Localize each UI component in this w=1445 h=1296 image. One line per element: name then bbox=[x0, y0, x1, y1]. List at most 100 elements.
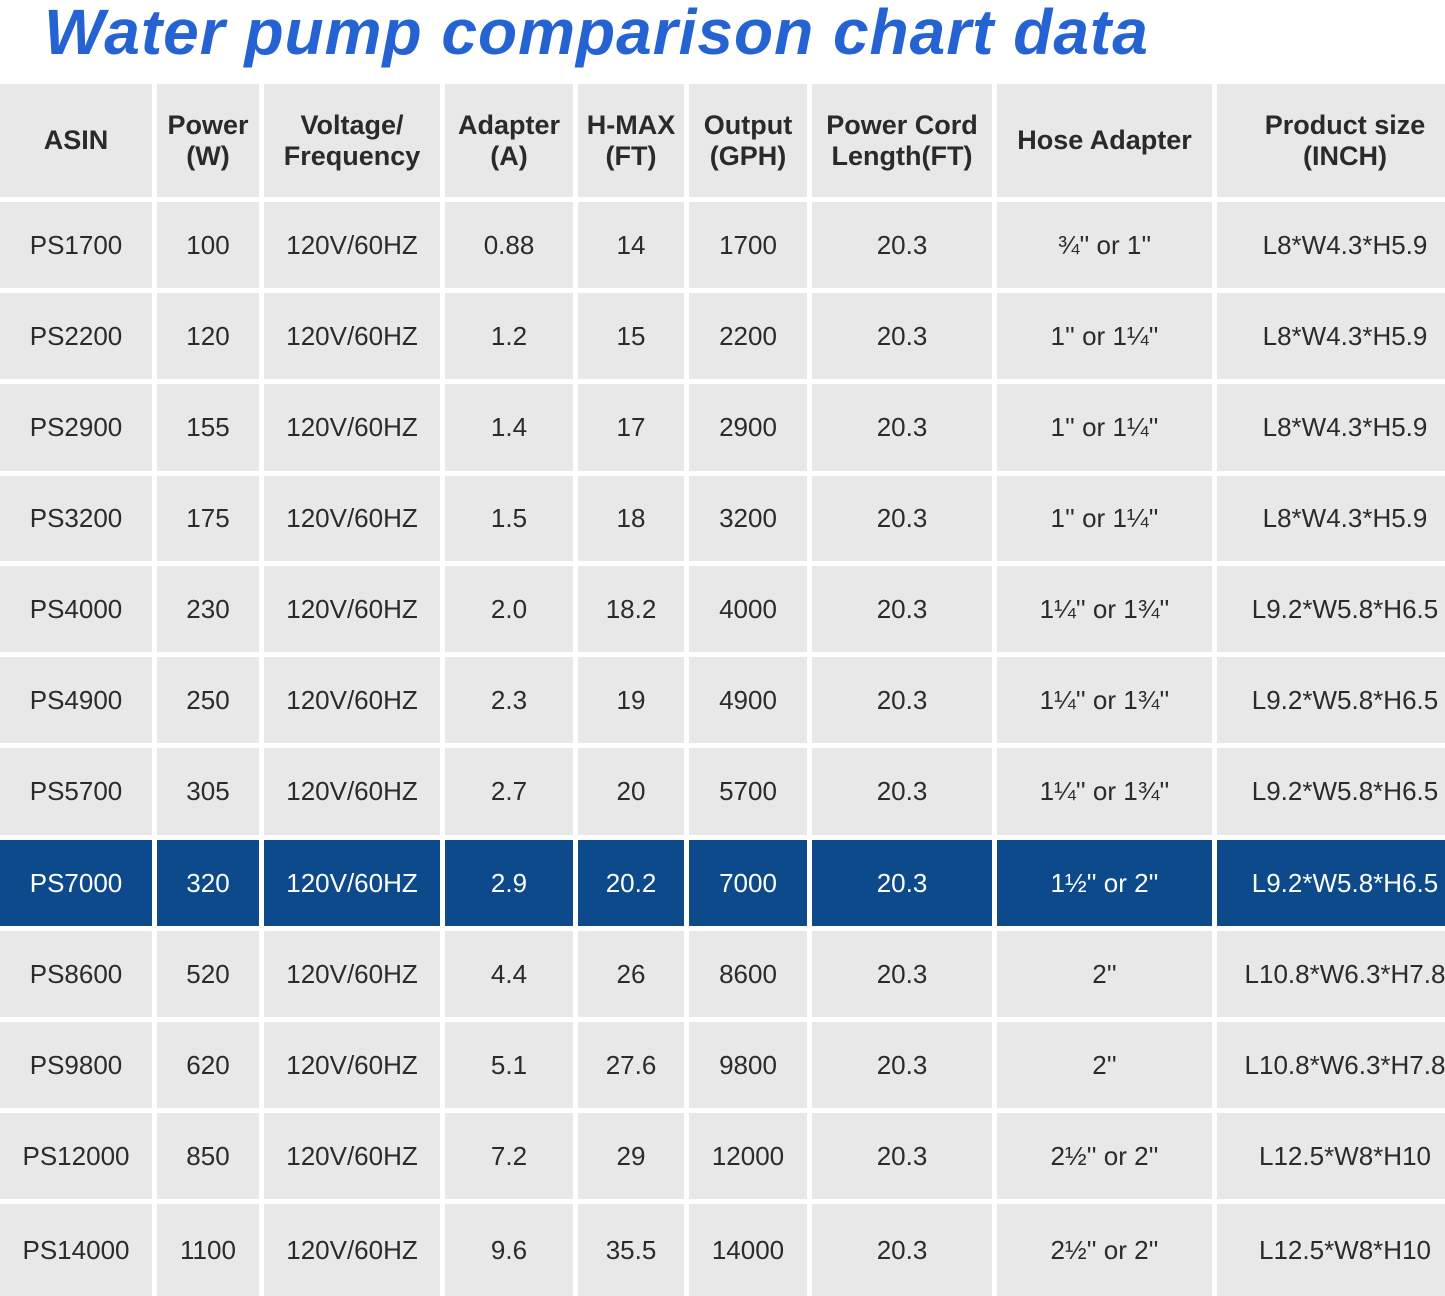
cell-hose-adapter: 2½'' or 2'' bbox=[997, 1204, 1212, 1296]
cell-hose-adapter: 1½'' or 2'' bbox=[997, 840, 1212, 926]
cell-output: 9800 bbox=[689, 1022, 807, 1108]
cell-product-size: L9.2*W5.8*H6.5 bbox=[1217, 657, 1445, 743]
cell-voltage-frequency: 120V/60HZ bbox=[264, 1022, 440, 1108]
header-product-size: Product size (INCH) bbox=[1217, 84, 1445, 197]
cell-power-cord-length: 20.3 bbox=[812, 202, 992, 288]
cell-output: 5700 bbox=[689, 748, 807, 835]
cell-hose-adapter: 1¼'' or 1¾'' bbox=[997, 566, 1212, 652]
cell-h-max: 35.5 bbox=[578, 1204, 684, 1296]
cell-voltage-frequency: 120V/60HZ bbox=[264, 1113, 440, 1199]
cell-power-cord-length: 20.3 bbox=[812, 1204, 992, 1296]
cell-adapter: 5.1 bbox=[445, 1022, 573, 1108]
cell-output: 4000 bbox=[689, 566, 807, 652]
cell-adapter: 7.2 bbox=[445, 1113, 573, 1199]
cell-adapter: 9.6 bbox=[445, 1204, 573, 1296]
cell-product-size: L12.5*W8*H10 bbox=[1217, 1113, 1445, 1199]
cell-power: 1100 bbox=[157, 1204, 259, 1296]
cell-hose-adapter: 1'' or 1¼'' bbox=[997, 293, 1212, 379]
cell-adapter: 0.88 bbox=[445, 202, 573, 288]
cell-output: 8600 bbox=[689, 931, 807, 1017]
cell-voltage-frequency: 120V/60HZ bbox=[264, 931, 440, 1017]
cell-power: 850 bbox=[157, 1113, 259, 1199]
cell-adapter: 4.4 bbox=[445, 931, 573, 1017]
cell-hose-adapter: 1¼'' or 1¾'' bbox=[997, 657, 1212, 743]
page-title: Water pump comparison chart data bbox=[44, 0, 1149, 68]
cell-power: 155 bbox=[157, 384, 259, 471]
cell-power-cord-length: 20.3 bbox=[812, 1022, 992, 1108]
cell-asin: PS7000 bbox=[0, 840, 152, 926]
cell-asin: PS3200 bbox=[0, 476, 152, 561]
cell-asin: PS12000 bbox=[0, 1113, 152, 1199]
cell-power: 250 bbox=[157, 657, 259, 743]
cell-output: 1700 bbox=[689, 202, 807, 288]
cell-product-size: L8*W4.3*H5.9 bbox=[1217, 476, 1445, 561]
cell-power-cord-length: 20.3 bbox=[812, 476, 992, 561]
cell-h-max: 17 bbox=[578, 384, 684, 471]
cell-output: 7000 bbox=[689, 840, 807, 926]
cell-product-size: L8*W4.3*H5.9 bbox=[1217, 293, 1445, 379]
cell-hose-adapter: 1'' or 1¼'' bbox=[997, 384, 1212, 471]
cell-voltage-frequency: 120V/60HZ bbox=[264, 1204, 440, 1296]
cell-voltage-frequency: 120V/60HZ bbox=[264, 566, 440, 652]
header-power: Power (W) bbox=[157, 84, 259, 197]
cell-power: 620 bbox=[157, 1022, 259, 1108]
cell-power-cord-length: 20.3 bbox=[812, 293, 992, 379]
cell-adapter: 2.0 bbox=[445, 566, 573, 652]
cell-adapter: 2.7 bbox=[445, 748, 573, 835]
cell-product-size: L9.2*W5.8*H6.5 bbox=[1217, 840, 1445, 926]
cell-power-cord-length: 20.3 bbox=[812, 384, 992, 471]
header-adapter: Adapter (A) bbox=[445, 84, 573, 197]
cell-power: 320 bbox=[157, 840, 259, 926]
cell-product-size: L12.5*W8*H10 bbox=[1217, 1204, 1445, 1296]
cell-voltage-frequency: 120V/60HZ bbox=[264, 840, 440, 926]
cell-voltage-frequency: 120V/60HZ bbox=[264, 384, 440, 471]
header-power-cord-length: Power Cord Length(FT) bbox=[812, 84, 992, 197]
cell-asin: PS14000 bbox=[0, 1204, 152, 1296]
cell-hose-adapter: 1'' or 1¼'' bbox=[997, 476, 1212, 561]
cell-asin: PS2200 bbox=[0, 293, 152, 379]
cell-power: 120 bbox=[157, 293, 259, 379]
cell-h-max: 29 bbox=[578, 1113, 684, 1199]
cell-power: 230 bbox=[157, 566, 259, 652]
cell-product-size: L8*W4.3*H5.9 bbox=[1217, 384, 1445, 471]
cell-voltage-frequency: 120V/60HZ bbox=[264, 293, 440, 379]
cell-power: 305 bbox=[157, 748, 259, 835]
cell-adapter: 1.2 bbox=[445, 293, 573, 379]
cell-product-size: L10.8*W6.3*H7.8 bbox=[1217, 1022, 1445, 1108]
cell-hose-adapter: 2'' bbox=[997, 931, 1212, 1017]
cell-output: 12000 bbox=[689, 1113, 807, 1199]
cell-adapter: 1.4 bbox=[445, 384, 573, 471]
header-output: Output (GPH) bbox=[689, 84, 807, 197]
cell-asin: PS9800 bbox=[0, 1022, 152, 1108]
cell-product-size: L10.8*W6.3*H7.8 bbox=[1217, 931, 1445, 1017]
cell-hose-adapter: ¾'' or 1'' bbox=[997, 202, 1212, 288]
cell-h-max: 27.6 bbox=[578, 1022, 684, 1108]
cell-power-cord-length: 20.3 bbox=[812, 566, 992, 652]
header-asin: ASIN bbox=[0, 84, 152, 197]
cell-asin: PS4000 bbox=[0, 566, 152, 652]
comparison-table: ASIN Power (W) Voltage/ Frequency Adapte… bbox=[0, 84, 1445, 1296]
cell-power: 520 bbox=[157, 931, 259, 1017]
cell-voltage-frequency: 120V/60HZ bbox=[264, 657, 440, 743]
cell-output: 2900 bbox=[689, 384, 807, 471]
cell-power-cord-length: 20.3 bbox=[812, 840, 992, 926]
cell-asin: PS4900 bbox=[0, 657, 152, 743]
cell-voltage-frequency: 120V/60HZ bbox=[264, 476, 440, 561]
cell-h-max: 20.2 bbox=[578, 840, 684, 926]
header-voltage-frequency: Voltage/ Frequency bbox=[264, 84, 440, 197]
cell-voltage-frequency: 120V/60HZ bbox=[264, 748, 440, 835]
cell-output: 2200 bbox=[689, 293, 807, 379]
cell-h-max: 19 bbox=[578, 657, 684, 743]
cell-asin: PS1700 bbox=[0, 202, 152, 288]
cell-hose-adapter: 1¼'' or 1¾'' bbox=[997, 748, 1212, 835]
cell-product-size: L8*W4.3*H5.9 bbox=[1217, 202, 1445, 288]
cell-product-size: L9.2*W5.8*H6.5 bbox=[1217, 748, 1445, 835]
cell-hose-adapter: 2½'' or 2'' bbox=[997, 1113, 1212, 1199]
header-hose-adapter: Hose Adapter bbox=[997, 84, 1212, 197]
cell-power-cord-length: 20.3 bbox=[812, 657, 992, 743]
cell-adapter: 2.9 bbox=[445, 840, 573, 926]
cell-asin: PS5700 bbox=[0, 748, 152, 835]
cell-asin: PS8600 bbox=[0, 931, 152, 1017]
cell-adapter: 2.3 bbox=[445, 657, 573, 743]
cell-adapter: 1.5 bbox=[445, 476, 573, 561]
